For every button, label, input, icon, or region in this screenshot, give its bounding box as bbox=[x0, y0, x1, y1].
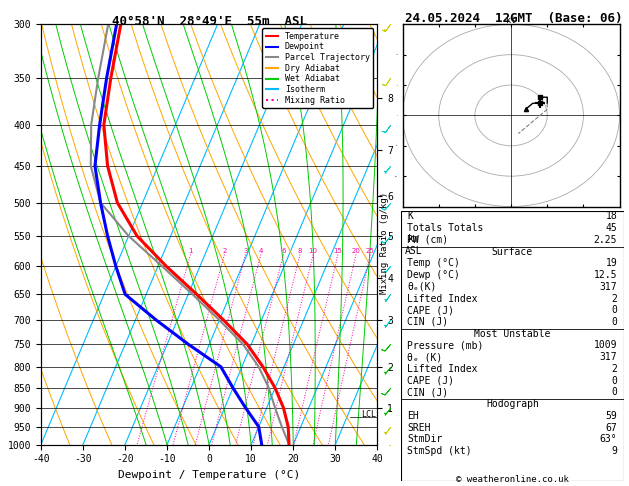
Text: 2: 2 bbox=[611, 364, 617, 374]
Text: 20: 20 bbox=[352, 248, 360, 255]
Text: CIN (J): CIN (J) bbox=[408, 317, 448, 327]
Text: SREH: SREH bbox=[408, 422, 431, 433]
Text: 317: 317 bbox=[599, 282, 617, 292]
Text: 24.05.2024  12GMT  (Base: 06): 24.05.2024 12GMT (Base: 06) bbox=[405, 12, 623, 25]
Text: 1: 1 bbox=[188, 248, 192, 255]
Text: 8: 8 bbox=[298, 248, 303, 255]
Text: 0: 0 bbox=[611, 376, 617, 385]
Text: Totals Totals: Totals Totals bbox=[408, 223, 484, 233]
Text: Lifted Index: Lifted Index bbox=[408, 294, 478, 303]
Text: 3: 3 bbox=[243, 248, 248, 255]
Text: © weatheronline.co.uk: © weatheronline.co.uk bbox=[456, 474, 569, 484]
Text: 4: 4 bbox=[259, 248, 263, 255]
Text: Mixing Ratio (g/kg): Mixing Ratio (g/kg) bbox=[381, 192, 389, 294]
Y-axis label: km
ASL: km ASL bbox=[405, 235, 423, 256]
Text: 63°: 63° bbox=[599, 434, 617, 444]
Text: K: K bbox=[408, 211, 413, 222]
Text: CAPE (J): CAPE (J) bbox=[408, 305, 454, 315]
Text: 18: 18 bbox=[606, 211, 617, 222]
X-axis label: Dewpoint / Temperature (°C): Dewpoint / Temperature (°C) bbox=[118, 470, 300, 480]
Text: 2: 2 bbox=[611, 294, 617, 303]
Text: Temp (°C): Temp (°C) bbox=[408, 259, 460, 268]
Text: 15: 15 bbox=[333, 248, 342, 255]
Text: Lifted Index: Lifted Index bbox=[408, 364, 478, 374]
Text: 0: 0 bbox=[611, 387, 617, 398]
Text: 25: 25 bbox=[366, 248, 375, 255]
Text: 19: 19 bbox=[606, 259, 617, 268]
Text: 59: 59 bbox=[606, 411, 617, 421]
Text: StmDir: StmDir bbox=[408, 434, 443, 444]
Y-axis label: hPa: hPa bbox=[0, 225, 2, 244]
Text: 1009: 1009 bbox=[594, 340, 617, 350]
Text: Surface: Surface bbox=[492, 246, 533, 257]
Text: CAPE (J): CAPE (J) bbox=[408, 376, 454, 385]
Text: 2.25: 2.25 bbox=[594, 235, 617, 245]
X-axis label: kt: kt bbox=[506, 16, 516, 25]
Text: 317: 317 bbox=[599, 352, 617, 362]
Text: 10: 10 bbox=[309, 248, 318, 255]
Text: Hodograph: Hodograph bbox=[486, 399, 539, 409]
Text: 45: 45 bbox=[606, 223, 617, 233]
Text: 2: 2 bbox=[222, 248, 226, 255]
Text: 9: 9 bbox=[611, 446, 617, 456]
Text: Most Unstable: Most Unstable bbox=[474, 329, 550, 339]
Text: 12.5: 12.5 bbox=[594, 270, 617, 280]
Text: StmSpd (kt): StmSpd (kt) bbox=[408, 446, 472, 456]
Text: θₑ(K): θₑ(K) bbox=[408, 282, 437, 292]
Text: CIN (J): CIN (J) bbox=[408, 387, 448, 398]
Text: 0: 0 bbox=[611, 317, 617, 327]
Text: 0: 0 bbox=[611, 305, 617, 315]
Text: Dewp (°C): Dewp (°C) bbox=[408, 270, 460, 280]
Legend: Temperature, Dewpoint, Parcel Trajectory, Dry Adiabat, Wet Adiabat, Isotherm, Mi: Temperature, Dewpoint, Parcel Trajectory… bbox=[262, 29, 373, 108]
Text: 40°58'N  28°49'E  55m  ASL: 40°58'N 28°49'E 55m ASL bbox=[111, 15, 307, 28]
Text: θₑ (K): θₑ (K) bbox=[408, 352, 443, 362]
Text: LCL: LCL bbox=[361, 410, 376, 418]
Text: 6: 6 bbox=[281, 248, 286, 255]
Text: 67: 67 bbox=[606, 422, 617, 433]
Text: PW (cm): PW (cm) bbox=[408, 235, 448, 245]
Text: EH: EH bbox=[408, 411, 419, 421]
Text: Pressure (mb): Pressure (mb) bbox=[408, 340, 484, 350]
